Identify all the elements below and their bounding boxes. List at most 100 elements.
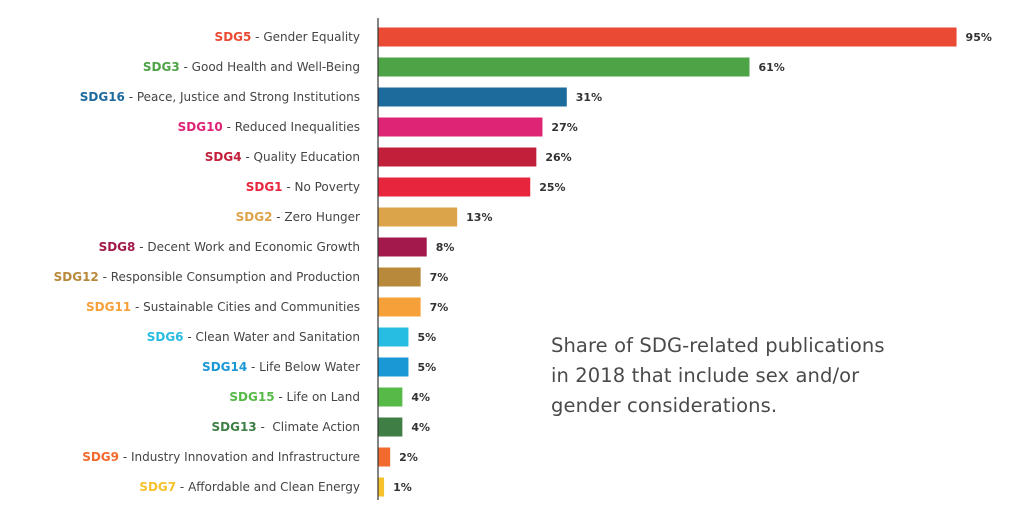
bar-row: SDG14 - Life Below Water 5% [202,357,436,377]
category-label: SDG1 - No Poverty [246,180,360,194]
sdg-code: SDG4 [205,150,242,164]
sdg-code: SDG14 [202,360,247,374]
sdg-code: SDG13 [211,420,256,434]
bar-sdg6 [378,327,409,347]
sdg-name: - Good Health and Well-Being [180,60,360,74]
value-label: 1% [393,481,412,494]
sdg-name: - Gender Equality [251,30,360,44]
sdg-code: SDG10 [178,120,223,134]
bar-sdg2 [378,207,458,227]
bar-row: SDG5 - Gender Equality 95% [215,27,992,47]
sdg-code: SDG12 [54,270,99,284]
category-label: SDG6 - Clean Water and Sanitation [147,330,360,344]
value-label: 26% [545,151,571,164]
caption-line-3: gender considerations. [551,394,778,417]
bar-row: SDG4 - Quality Education 26% [205,147,572,167]
bar-sdg8 [378,237,427,257]
bar-row: SDG13 - Climate Action 4% [211,417,430,437]
value-label: 5% [417,331,436,344]
category-label: SDG13 - Climate Action [211,420,360,434]
sdg-code: SDG3 [143,60,180,74]
sdg-code: SDG5 [215,30,252,44]
sdg-name: - Reduced Inequalities [223,120,360,134]
category-label: SDG10 - Reduced Inequalities [178,120,360,134]
category-label: SDG3 - Good Health and Well-Being [143,60,360,74]
sdg-code: SDG9 [82,450,119,464]
bar-sdg11 [378,297,421,317]
value-label: 2% [399,451,418,464]
sdg-name: - Life Below Water [247,360,360,374]
bar-sdg4 [378,147,537,167]
value-label: 95% [966,31,992,44]
sdg-code: SDG6 [147,330,184,344]
category-label: SDG8 - Decent Work and Economic Growth [99,240,360,254]
bar-sdg10 [378,117,543,137]
value-label: 61% [758,61,784,74]
value-label: 27% [551,121,577,134]
sdg-code: SDG15 [229,390,274,404]
value-label: 13% [466,211,492,224]
value-label: 8% [436,241,455,254]
bar-row: SDG1 - No Poverty 25% [246,177,566,197]
bar-sdg7 [378,477,385,497]
bar-sdg13 [378,417,403,437]
bar-sdg9 [378,447,391,467]
sdg-name: - Responsible Consumption and Production [99,270,360,284]
value-label: 4% [411,421,430,434]
category-label: SDG12 - Responsible Consumption and Prod… [54,270,360,284]
value-label: 31% [576,91,602,104]
sdg-name: - Quality Education [242,150,360,164]
sdg-name: - Clean Water and Sanitation [184,330,360,344]
category-label: SDG5 - Gender Equality [215,30,360,44]
category-label: SDG15 - Life on Land [229,390,360,404]
bar-sdg1 [378,177,531,197]
bar-sdg14 [378,357,409,377]
chart-caption: Share of SDG-related publications in 201… [551,331,971,421]
value-label: 7% [430,301,449,314]
sdg-name: - Climate Action [257,420,360,434]
bar-row: SDG2 - Zero Hunger 13% [236,207,493,227]
sdg-name: - Zero Hunger [272,210,360,224]
category-label: SDG2 - Zero Hunger [236,210,360,224]
bar-sdg3 [378,57,750,77]
bar-row: SDG3 - Good Health and Well-Being 61% [143,57,785,77]
sdg-name: - Life on Land [275,390,360,404]
sdg-code: SDG8 [99,240,136,254]
bar-row: SDG9 - Industry Innovation and Infrastru… [82,447,418,467]
category-label: SDG7 - Affordable and Clean Energy [139,480,360,494]
bar-row: SDG8 - Decent Work and Economic Growth 8% [99,237,455,257]
bar-row: SDG6 - Clean Water and Sanitation 5% [147,327,436,347]
category-label: SDG16 - Peace, Justice and Strong Instit… [80,90,360,104]
bar-row: SDG10 - Reduced Inequalities 27% [178,117,578,137]
bar-sdg15 [378,387,403,407]
value-label: 7% [430,271,449,284]
sdg-name: - Industry Innovation and Infrastructure [119,450,360,464]
category-label: SDG4 - Quality Education [205,150,360,164]
bar-row: SDG11 - Sustainable Cities and Communiti… [86,297,449,317]
value-label: 4% [411,391,430,404]
sdg-code: SDG1 [246,180,283,194]
sdg-code: SDG16 [80,90,125,104]
sdg-name: - Sustainable Cities and Communities [131,300,360,314]
bars-group: SDG5 - Gender Equality 95% SDG3 - Good Hea… [54,27,992,497]
bar-row: SDG12 - Responsible Consumption and Prod… [54,267,449,287]
sdg-code: SDG11 [86,300,131,314]
bar-row: SDG15 - Life on Land 4% [229,387,430,407]
category-label: SDG11 - Sustainable Cities and Communiti… [86,300,360,314]
sdg-name: - No Poverty [283,180,360,194]
bar-row: SDG16 - Peace, Justice and Strong Instit… [80,87,602,107]
bar-sdg5 [378,27,957,47]
bar-sdg16 [378,87,567,107]
bar-row: SDG7 - Affordable and Clean Energy 1% [139,477,412,497]
value-label: 25% [539,181,565,194]
sdg-code: SDG2 [236,210,273,224]
bar-sdg12 [378,267,421,287]
caption-line-1: Share of SDG-related publications [551,334,885,357]
category-label: SDG9 - Industry Innovation and Infrastru… [82,450,360,464]
sdg-name: - Peace, Justice and Strong Institutions [125,90,360,104]
category-label: SDG14 - Life Below Water [202,360,360,374]
value-label: 5% [417,361,436,374]
sdg-name: - Affordable and Clean Energy [176,480,360,494]
sdg-code: SDG7 [139,480,176,494]
